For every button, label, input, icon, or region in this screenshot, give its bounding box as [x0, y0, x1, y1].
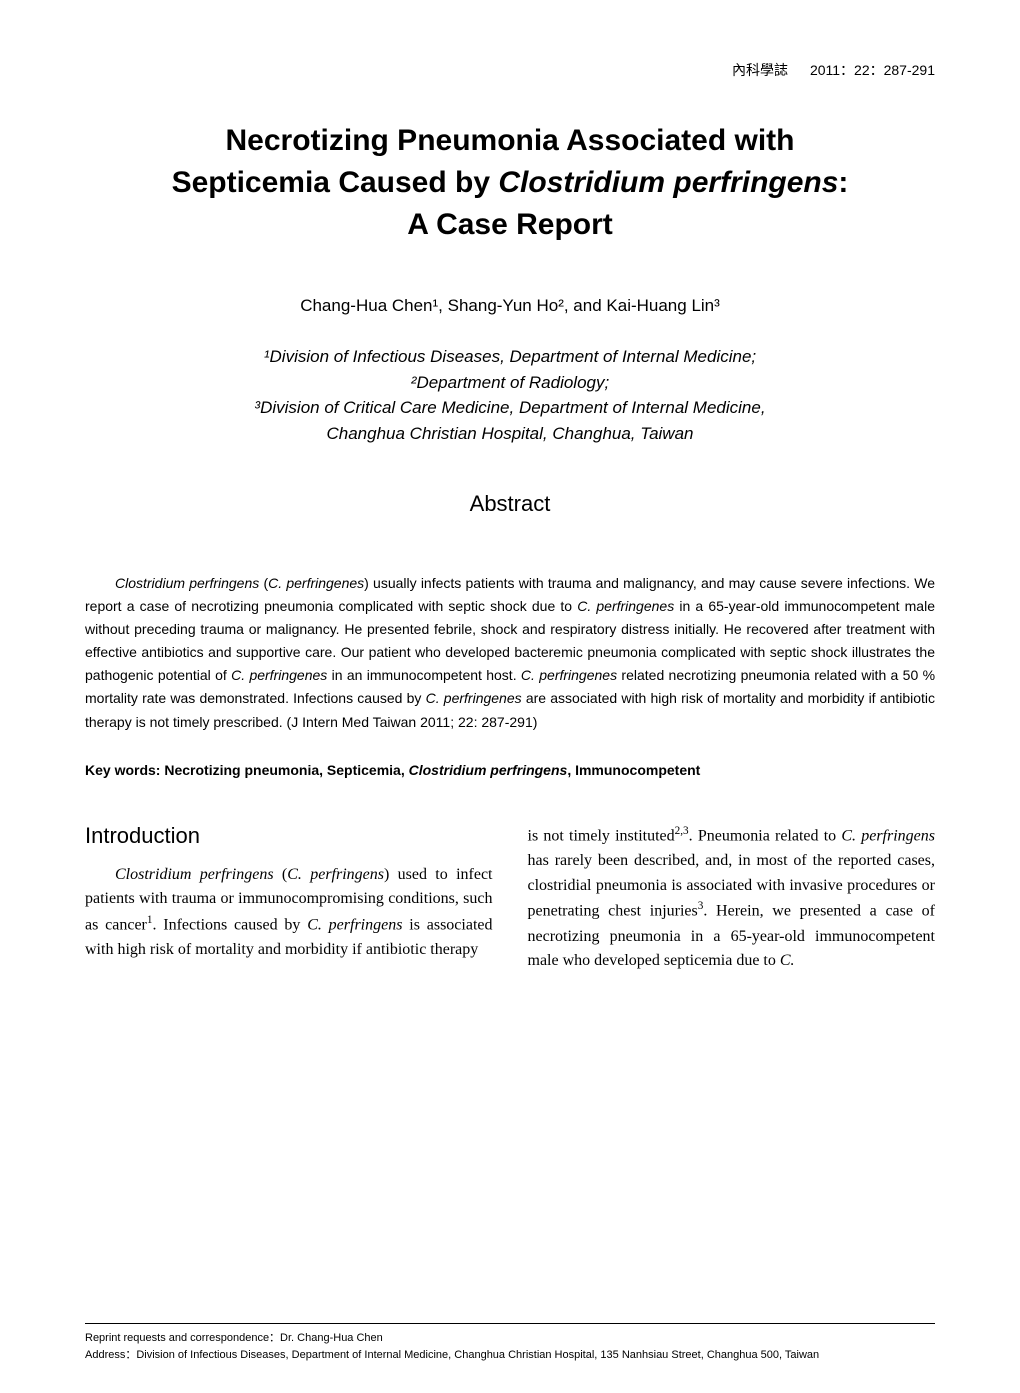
- abstract-seg3: C. perfringenes: [268, 575, 364, 591]
- intro-right-text: is not timely instituted2,3. Pneumonia r…: [528, 823, 936, 974]
- intro-left-seg7: C. perfringens: [307, 917, 402, 934]
- title-line-2-suffix: :: [838, 166, 848, 199]
- intro-left-seg2: (: [274, 866, 288, 883]
- left-column: Introduction Clostridium perfringens (C.…: [85, 823, 493, 974]
- intro-left-seg3: C. perfringens: [287, 866, 384, 883]
- abstract-body: Clostridium perfringens (C. perfringenes…: [85, 572, 935, 734]
- header-meta: 內科學誌 2011：22：287-291: [85, 60, 935, 80]
- intro-right-seg4: C. perfringens: [841, 827, 935, 844]
- title-line-2-prefix: Septicemia Caused by: [172, 166, 499, 199]
- footer-divider: [85, 1323, 935, 1324]
- keywords-suffix: , Immunocompetent: [567, 762, 700, 778]
- abstract-seg9: C. perfringenes: [521, 667, 617, 683]
- title-line-3: A Case Report: [407, 208, 613, 241]
- intro-right-seg2: 2,3: [675, 825, 689, 837]
- affiliation-1: ¹Division of Infectious Diseases, Depart…: [85, 344, 935, 370]
- citation: 2011：22：287-291: [810, 62, 935, 78]
- affiliations: ¹Division of Infectious Diseases, Depart…: [85, 344, 935, 446]
- footer: Reprint requests and correspondence：Dr. …: [85, 1323, 935, 1363]
- affiliation-2: ²Department of Radiology;: [85, 370, 935, 396]
- intro-heading: Introduction: [85, 823, 493, 849]
- affiliation-3: ³Division of Critical Care Medicine, Dep…: [85, 395, 935, 421]
- journal-name: 內科學誌: [732, 62, 788, 78]
- affiliation-4: Changhua Christian Hospital, Changhua, T…: [85, 421, 935, 447]
- abstract-heading: Abstract: [85, 491, 935, 517]
- intro-columns: Introduction Clostridium perfringens (C.…: [85, 823, 935, 974]
- paper-title: Necrotizing Pneumonia Associated with Se…: [85, 120, 935, 246]
- abstract-seg2: (: [259, 575, 268, 591]
- abstract-seg8: in an immunocompetent host.: [327, 667, 521, 683]
- keywords-italic: Clostridium perfringens: [409, 762, 568, 778]
- intro-right-seg8: C.: [780, 952, 795, 969]
- intro-right-seg1: is not timely instituted: [528, 827, 675, 844]
- authors: Chang-Hua Chen¹, Shang-Yun Ho², and Kai-…: [85, 296, 935, 316]
- keywords-label: Key words: Necrotizing pneumonia, Septic…: [85, 762, 409, 778]
- abstract-seg7: C. perfringenes: [231, 667, 327, 683]
- intro-left-seg1: Clostridium perfringens: [115, 866, 274, 883]
- right-column: is not timely instituted2,3. Pneumonia r…: [528, 823, 936, 974]
- title-line-2-italic: Clostridium perfringens: [498, 166, 838, 199]
- abstract-seg1: Clostridium perfringens: [115, 575, 259, 591]
- intro-left-seg6: . Infections caused by: [152, 917, 307, 934]
- intro-left-text: Clostridium perfringens (C. perfringens)…: [85, 863, 493, 964]
- keywords: Key words: Necrotizing pneumonia, Septic…: [85, 762, 935, 778]
- intro-right-seg3: . Pneumonia related to: [689, 827, 842, 844]
- abstract-seg11: C. perfringenes: [426, 690, 522, 706]
- title-line-1: Necrotizing Pneumonia Associated with: [226, 124, 795, 157]
- footer-reprint: Reprint requests and correspondence：Dr. …: [85, 1330, 935, 1347]
- footer-address: Address：Division of Infectious Diseases,…: [85, 1347, 935, 1364]
- abstract-seg5: C. perfringenes: [577, 598, 674, 614]
